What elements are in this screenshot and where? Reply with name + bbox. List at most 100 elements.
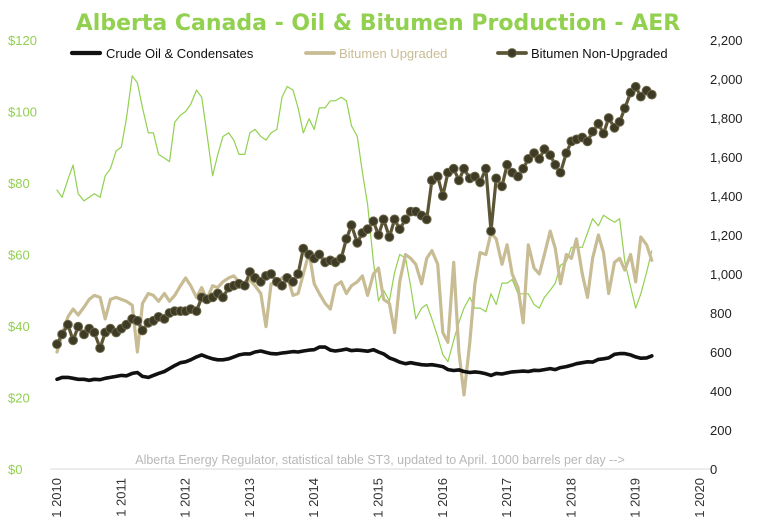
nonupgraded-point	[603, 113, 614, 123]
nonupgraded-point	[68, 335, 78, 346]
series-line-upgraded	[55, 229, 654, 397]
x-tick-label: 1 2013	[242, 478, 257, 518]
nonupgraded-point	[137, 325, 148, 336]
nonupgraded-point	[52, 339, 62, 350]
nonupgraded-point	[298, 243, 309, 254]
right-tick-label: 2,200	[710, 33, 743, 48]
x-tick-label: 1 2019	[628, 478, 643, 518]
legend-label-nonupgraded: Bitumen Non-Upgraded	[531, 46, 668, 61]
nonupgraded-point	[63, 319, 73, 330]
right-tick-label: 1,400	[710, 189, 743, 204]
nonupgraded-point	[277, 280, 287, 291]
legend: Crude Oil & Condensates Bitumen Upgraded B…	[69, 46, 668, 61]
nonupgraded-point	[432, 171, 443, 182]
nonupgraded-point	[539, 144, 550, 155]
nonupgraded-point	[587, 126, 598, 137]
x-tick-label: 1 2011	[113, 478, 128, 517]
chart-title: Alberta Canada - Oil & Bitumen Productio…	[76, 11, 680, 36]
x-tick-label: 1 2015	[371, 478, 386, 518]
nonupgraded-point	[448, 163, 459, 174]
right-tick-label: 1,600	[710, 150, 743, 165]
nonupgraded-point	[475, 177, 486, 188]
right-tick-label: 0	[710, 462, 717, 477]
nonupgraded-point	[341, 234, 352, 244]
nonupgraded-point	[523, 154, 534, 164]
nonupgraded-point	[502, 159, 513, 170]
right-tick-label: 200	[710, 423, 732, 438]
nonupgraded-point	[486, 226, 496, 237]
nonupgraded-point	[336, 253, 347, 264]
left-tick-label: $80	[8, 176, 30, 191]
nonupgraded-point	[378, 214, 389, 225]
nonupgraded-point	[384, 232, 395, 242]
nonupgraded-point	[481, 163, 491, 174]
nonupgraded-point	[394, 224, 405, 235]
right-tick-label: 400	[710, 384, 732, 399]
nonupgraded-point	[437, 191, 448, 201]
left-price-axis: $0 $20 $40 $60 $80 $100 $120	[8, 33, 37, 477]
x-tick-label: 1 2012	[178, 478, 193, 518]
nonupgraded-point	[89, 327, 100, 338]
nonupgraded-point	[491, 173, 502, 184]
nonupgraded-point	[619, 103, 630, 114]
right-tick-label: 1,200	[710, 228, 743, 243]
nonupgraded-point	[57, 329, 67, 340]
x-tick-label: 1 2018	[563, 478, 578, 518]
nonupgraded-point	[95, 343, 105, 354]
nonupgraded-point	[518, 163, 529, 174]
nonupgraded-point	[266, 269, 277, 279]
x-tick-label: 1 2016	[435, 478, 450, 518]
nonupgraded-point	[635, 91, 646, 102]
left-tick-label: $100	[8, 105, 37, 120]
x-tick-label: 1 2017	[499, 478, 514, 518]
nonupgraded-point	[314, 249, 325, 260]
nonupgraded-point	[121, 319, 132, 330]
legend-label-crude: Crude Oil & Condensates	[106, 46, 254, 61]
nonupgraded-point	[646, 89, 657, 100]
right-tick-label: 800	[710, 306, 732, 321]
left-tick-label: $60	[8, 248, 30, 263]
series-layer	[52, 75, 657, 397]
nonupgraded-point	[389, 214, 400, 225]
nonupgraded-point	[454, 175, 464, 186]
nonupgraded-point	[534, 154, 545, 164]
nonupgraded-point	[132, 315, 143, 326]
right-tick-label: 1,000	[710, 267, 743, 282]
nonupgraded-point	[459, 163, 469, 174]
nonupgraded-point	[368, 216, 379, 227]
nonupgraded-point	[288, 276, 298, 287]
right-tick-label: 1,800	[710, 111, 743, 126]
right-tick-label: 600	[710, 345, 732, 360]
nonupgraded-point	[630, 81, 641, 92]
nonupgraded-point	[346, 220, 357, 231]
source-note: Alberta Energy Regulator, statistical ta…	[135, 453, 625, 467]
right-tick-label: 2,000	[710, 72, 743, 87]
x-axis: 1 2010 1 2011 1 2012 1 2013 1 2014 1 2015 1 20…	[49, 478, 707, 518]
series-line-price	[56, 75, 653, 363]
nonupgraded-point	[614, 117, 625, 127]
x-tick-label: 1 2020	[692, 478, 707, 518]
nonupgraded-point	[421, 214, 432, 225]
left-tick-label: $40	[8, 319, 30, 334]
right-volume-axis: 0 200 400 600 800 1,000 1,200 1,400 1,600 1,800 2,…	[710, 33, 743, 477]
nonupgraded-point	[239, 280, 250, 291]
nonupgraded-point	[593, 118, 604, 129]
nonupgraded-point	[73, 321, 84, 332]
nonupgraded-point	[362, 224, 373, 235]
legend-label-upgraded: Bitumen Upgraded	[339, 46, 447, 61]
legend-marker-nonupgraded	[507, 48, 517, 58]
nonupgraded-point	[373, 230, 384, 240]
x-tick-label: 1 2014	[306, 478, 321, 518]
nonupgraded-point	[513, 171, 523, 182]
nonupgraded-point	[293, 269, 304, 279]
nonupgraded-point	[550, 159, 561, 170]
nonupgraded-point	[400, 214, 411, 225]
nonupgraded-point	[191, 306, 202, 317]
nonupgraded-point	[218, 292, 228, 303]
left-tick-label: $20	[8, 391, 30, 406]
nonupgraded-point	[555, 167, 566, 178]
nonupgraded-point	[352, 237, 363, 248]
nonupgraded-point	[598, 128, 609, 139]
